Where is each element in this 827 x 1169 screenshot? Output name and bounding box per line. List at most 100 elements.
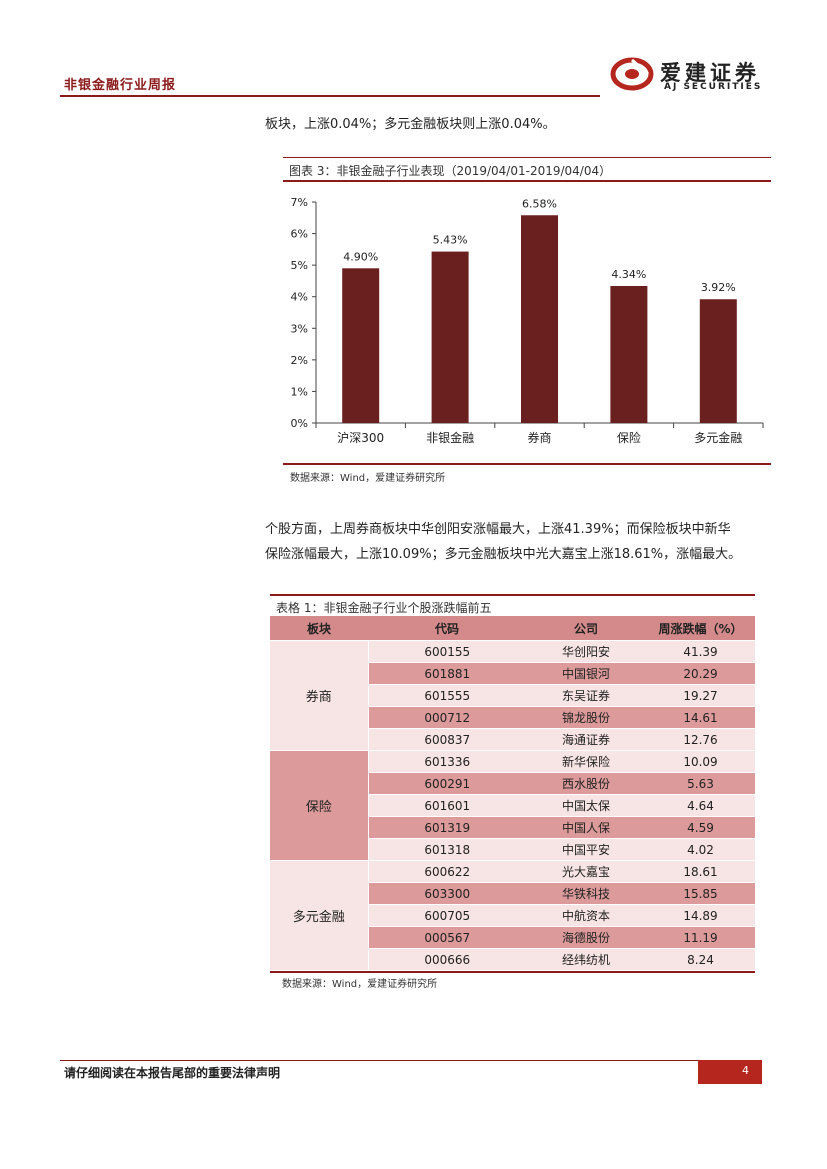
- y-tick-label: 5%: [291, 259, 308, 272]
- page-number-box: [698, 1060, 762, 1084]
- figure-caption-rule: [283, 180, 771, 182]
- data-label: 4.34%: [611, 268, 646, 281]
- change-cell: 10.09: [646, 750, 755, 773]
- change-cell: 11.19: [646, 926, 755, 949]
- change-cell: 4.64: [646, 794, 755, 817]
- figure-source: 数据来源：Wind，爱建证券研究所: [290, 473, 446, 484]
- code-cell: 600622: [368, 860, 526, 883]
- sector-cell: 券商: [270, 640, 369, 751]
- company-logo-icon: [610, 57, 654, 91]
- table-row: 600837 海通证券 12.76: [270, 728, 755, 751]
- table-row: 601318 中国平安 4.02: [270, 838, 755, 861]
- logo-text-en: AJ SECURITIES: [664, 82, 763, 92]
- company-cell: 经纬纺机: [526, 948, 646, 971]
- change-cell: 8.24: [646, 948, 755, 971]
- company-cell: 华创阳安: [526, 640, 646, 663]
- header-divider: [60, 95, 600, 97]
- stock-table-block: 表格 1：非银金融子行业个股涨跌幅前五 板块 代码 公司 周涨跌幅（%） 券商 6…: [270, 594, 755, 973]
- table-row: 600291 西水股份 5.63: [270, 772, 755, 795]
- sector-cell: 保险: [270, 750, 369, 861]
- company-cell: 中国人保: [526, 816, 646, 839]
- table-top-rule: [270, 594, 755, 596]
- code-cell: 000712: [368, 706, 526, 729]
- change-cell: 18.61: [646, 860, 755, 883]
- company-cell: 新华保险: [526, 750, 646, 773]
- table-row: 603300 华铁科技 15.85: [270, 882, 755, 905]
- change-cell: 12.76: [646, 728, 755, 751]
- code-cell: 601318: [368, 838, 526, 861]
- table-row: 多元金融 600622 光大嘉宝 18.61: [270, 860, 755, 971]
- category-label: 保险: [617, 430, 641, 445]
- col-header-sector: 板块: [270, 616, 368, 641]
- table-bottom-rule: [270, 971, 755, 973]
- bar: [431, 251, 469, 423]
- data-label: 5.43%: [433, 234, 468, 247]
- col-header-company: 公司: [526, 616, 646, 641]
- change-cell: 14.89: [646, 904, 755, 927]
- paragraph-stocks-line2: 保险涨幅最大，上涨10.09%；多元金融板块中光大嘉宝上涨18.61%，涨幅最大…: [265, 547, 742, 562]
- table-row: 601881 中国银河 20.29: [270, 662, 755, 685]
- logo-text-cn: 爱建证券: [660, 61, 760, 85]
- code-cell: 601601: [368, 794, 526, 817]
- table-header-row: 板块 代码 公司 周涨跌幅（%）: [270, 616, 755, 641]
- table-source: 数据来源：Wind，爱建证券研究所: [282, 979, 438, 990]
- bar-chart: 0% 1% 2% 3% 4% 5% 6% 7% 4.90% 沪深300 5.43% 非银金融 6.58%…: [291, 196, 764, 445]
- company-cell: 中航资本: [526, 904, 646, 927]
- table-row: 601555 东吴证券 19.27: [270, 684, 755, 707]
- company-cell: 海德股份: [526, 926, 646, 949]
- sector-cell: 多元金融: [270, 860, 369, 971]
- code-cell: 601336: [368, 750, 526, 773]
- table-body: 券商 600155 华创阳安 41.39 601881 中国银河 20.29 601555 东吴…: [270, 640, 755, 971]
- y-tick-label: 3%: [291, 322, 308, 335]
- bar: [699, 299, 737, 423]
- company-cell: 中国平安: [526, 838, 646, 861]
- y-tick-label: 1%: [291, 385, 308, 398]
- figure-caption: 图表 3：非银金融子行业表现（2019/04/01-2019/04/04）: [289, 164, 612, 178]
- figure-bottom-rule: [283, 463, 771, 465]
- category-label: 非银金融: [426, 430, 474, 445]
- table-row: 券商 600155 华创阳安 41.39: [270, 640, 755, 751]
- code-cell: 601555: [368, 684, 526, 707]
- paragraph-stocks-line1: 个股方面，上周券商板块中华创阳安涨幅最大，上涨41.39%；而保险板块中新华: [265, 522, 731, 537]
- paragraph-intro: 板块，上涨0.04%；多元金融板块则上涨0.04%。: [265, 117, 556, 132]
- stock-table: 板块 代码 公司 周涨跌幅（%） 券商 600155 华创阳安 41.39 601881…: [270, 616, 755, 971]
- table-row: 601601 中国太保 4.64: [270, 794, 755, 817]
- company-cell: 中国太保: [526, 794, 646, 817]
- change-cell: 41.39: [646, 640, 755, 663]
- company-cell: 光大嘉宝: [526, 860, 646, 883]
- figure-top-rule: [283, 157, 771, 158]
- code-cell: 601881: [368, 662, 526, 685]
- table-caption: 表格 1：非银金融子行业个股涨跌幅前五: [276, 601, 492, 615]
- data-label: 3.92%: [701, 281, 736, 294]
- data-label: 6.58%: [522, 197, 557, 210]
- page-number: 4: [742, 1064, 749, 1077]
- company-cell: 锦龙股份: [526, 706, 646, 729]
- code-cell: 600705: [368, 904, 526, 927]
- bar: [342, 268, 380, 423]
- table-row: 601319 中国人保 4.59: [270, 816, 755, 839]
- code-cell: 600837: [368, 728, 526, 751]
- table-row: 000712 锦龙股份 14.61: [270, 706, 755, 729]
- category-label: 多元金融: [694, 430, 742, 445]
- change-cell: 4.02: [646, 838, 755, 861]
- change-cell: 14.61: [646, 706, 755, 729]
- y-tick-label: 2%: [291, 354, 308, 367]
- code-cell: 000567: [368, 926, 526, 949]
- footer-rule: [60, 1060, 760, 1061]
- bar: [521, 215, 558, 423]
- table-row: 000666 经纬纺机 8.24: [270, 948, 755, 971]
- code-cell: 600291: [368, 772, 526, 795]
- code-cell: 600155: [368, 640, 526, 663]
- table-row: 保险 601336 新华保险 10.09: [270, 750, 755, 861]
- change-cell: 19.27: [646, 684, 755, 707]
- company-cell: 中国银河: [526, 662, 646, 685]
- footer-disclaimer: 请仔细阅读在本报告尾部的重要法律声明: [64, 1066, 281, 1080]
- company-cell: 海通证券: [526, 728, 646, 751]
- col-header-code: 代码: [368, 616, 526, 641]
- company-cell: 西水股份: [526, 772, 646, 795]
- change-cell: 5.63: [646, 772, 755, 795]
- col-header-change: 周涨跌幅（%）: [646, 616, 755, 641]
- y-tick-label: 0%: [291, 417, 308, 430]
- code-cell: 601319: [368, 816, 526, 839]
- change-cell: 4.59: [646, 816, 755, 839]
